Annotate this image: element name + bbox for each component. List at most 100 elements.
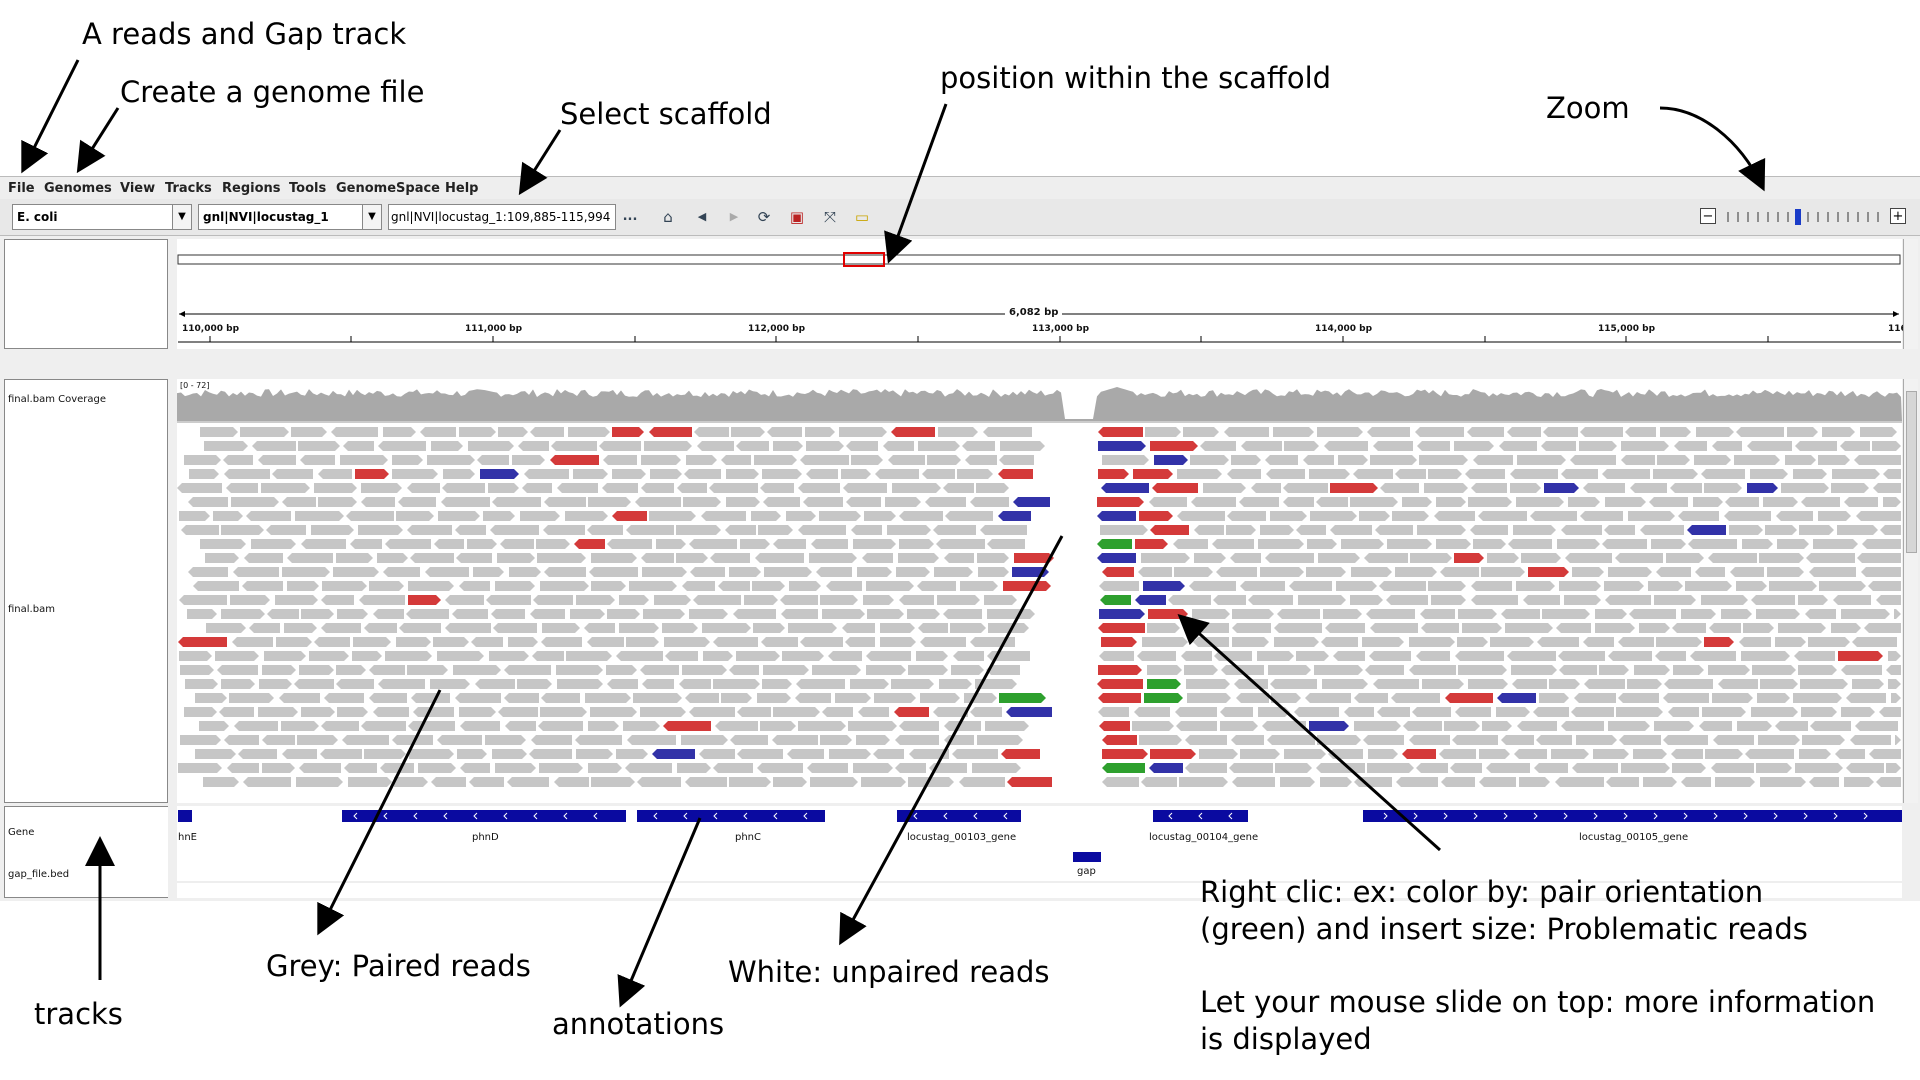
read-alignment[interactable] bbox=[1098, 623, 1145, 633]
read-alignment[interactable] bbox=[1260, 525, 1294, 535]
read-alignment[interactable] bbox=[300, 455, 335, 465]
read-alignment[interactable] bbox=[337, 707, 368, 717]
read-alignment[interactable] bbox=[962, 441, 995, 451]
read-alignment[interactable] bbox=[1410, 553, 1452, 563]
read-alignment[interactable] bbox=[1805, 609, 1836, 619]
read-alignment[interactable] bbox=[1338, 455, 1368, 465]
read-alignment[interactable] bbox=[654, 595, 691, 605]
read-alignment[interactable] bbox=[866, 665, 906, 675]
read-alignment[interactable] bbox=[625, 763, 672, 773]
read-alignment[interactable] bbox=[943, 609, 982, 619]
read-alignment[interactable] bbox=[1487, 553, 1519, 563]
read-alignment[interactable] bbox=[1724, 511, 1771, 521]
read-alignment[interactable] bbox=[939, 679, 972, 689]
read-alignment[interactable] bbox=[715, 721, 758, 731]
read-alignment[interactable] bbox=[587, 525, 623, 535]
read-alignment[interactable] bbox=[780, 595, 818, 605]
read-alignment[interactable] bbox=[504, 665, 551, 675]
read-alignment[interactable] bbox=[744, 595, 778, 605]
read-alignment[interactable] bbox=[987, 539, 1025, 549]
read-alignment[interactable] bbox=[944, 553, 974, 563]
read-alignment[interactable] bbox=[385, 651, 432, 661]
read-alignment[interactable] bbox=[1174, 567, 1213, 577]
read-alignment[interactable] bbox=[644, 441, 692, 451]
read-alignment[interactable] bbox=[1530, 511, 1577, 521]
read-alignment[interactable] bbox=[690, 567, 725, 577]
read-alignment[interactable] bbox=[1284, 749, 1326, 759]
read-alignment[interactable] bbox=[918, 441, 960, 451]
read-alignment[interactable] bbox=[425, 567, 469, 577]
read-alignment[interactable] bbox=[927, 455, 961, 465]
read-alignment[interactable] bbox=[1275, 763, 1312, 773]
read-alignment[interactable] bbox=[1809, 567, 1856, 577]
read-alignment[interactable] bbox=[504, 693, 539, 703]
read-alignment[interactable] bbox=[1417, 441, 1450, 451]
read-alignment[interactable] bbox=[1468, 497, 1512, 507]
read-alignment[interactable] bbox=[1709, 623, 1741, 633]
read-alignment[interactable] bbox=[1322, 679, 1368, 689]
read-alignment[interactable] bbox=[1625, 427, 1656, 437]
read-alignment[interactable] bbox=[1457, 637, 1488, 647]
read-alignment[interactable] bbox=[753, 623, 785, 633]
read-alignment[interactable] bbox=[1097, 539, 1132, 549]
read-alignment[interactable] bbox=[1137, 651, 1176, 661]
read-alignment[interactable] bbox=[1752, 665, 1796, 675]
read-alignment[interactable] bbox=[1135, 539, 1168, 549]
read-alignment[interactable] bbox=[485, 735, 526, 745]
read-alignment[interactable] bbox=[891, 679, 934, 689]
read-alignment[interactable] bbox=[1793, 469, 1827, 479]
read-alignment[interactable] bbox=[702, 623, 751, 633]
read-alignment[interactable] bbox=[676, 553, 708, 563]
read-alignment[interactable] bbox=[1813, 539, 1858, 549]
read-alignment[interactable] bbox=[344, 763, 377, 773]
read-alignment[interactable] bbox=[1310, 511, 1357, 521]
read-alignment[interactable] bbox=[851, 455, 883, 465]
read-alignment[interactable] bbox=[822, 609, 865, 619]
read-alignment[interactable] bbox=[612, 469, 646, 479]
read-alignment[interactable] bbox=[1534, 763, 1568, 773]
read-alignment[interactable] bbox=[205, 553, 239, 563]
read-alignment[interactable] bbox=[1701, 595, 1748, 605]
read-alignment[interactable] bbox=[689, 707, 735, 717]
read-alignment[interactable] bbox=[295, 511, 344, 521]
read-alignment[interactable] bbox=[725, 525, 756, 535]
read-alignment[interactable] bbox=[1354, 721, 1401, 731]
read-alignment[interactable] bbox=[533, 595, 573, 605]
read-alignment[interactable] bbox=[1663, 693, 1709, 703]
read-alignment[interactable] bbox=[798, 483, 840, 493]
read-alignment[interactable] bbox=[570, 609, 605, 619]
read-alignment[interactable] bbox=[538, 721, 583, 731]
read-alignment[interactable] bbox=[933, 707, 968, 717]
read-alignment[interactable] bbox=[1190, 455, 1229, 465]
read-alignment[interactable] bbox=[353, 637, 391, 647]
read-alignment[interactable] bbox=[1809, 777, 1839, 787]
read-alignment[interactable] bbox=[1767, 567, 1804, 577]
read-alignment[interactable] bbox=[378, 679, 425, 689]
read-alignment[interactable] bbox=[177, 483, 222, 493]
read-alignment[interactable] bbox=[1283, 497, 1314, 507]
popup-icon[interactable]: ▭ bbox=[854, 208, 870, 226]
read-alignment[interactable] bbox=[1512, 679, 1547, 689]
read-alignment[interactable] bbox=[822, 707, 853, 717]
read-alignment[interactable] bbox=[1759, 553, 1804, 563]
read-alignment[interactable] bbox=[1536, 735, 1572, 745]
read-alignment[interactable] bbox=[541, 637, 582, 647]
read-alignment[interactable] bbox=[773, 441, 803, 451]
read-alignment[interactable] bbox=[206, 623, 246, 633]
read-alignment[interactable] bbox=[1656, 567, 1691, 577]
read-alignment[interactable] bbox=[498, 707, 538, 717]
read-alignment[interactable] bbox=[1736, 581, 1767, 591]
read-alignment[interactable] bbox=[1561, 721, 1604, 731]
read-alignment[interactable] bbox=[1657, 455, 1690, 465]
read-alignment[interactable] bbox=[1270, 511, 1307, 521]
read-alignment[interactable] bbox=[1232, 777, 1275, 787]
read-alignment[interactable] bbox=[180, 665, 214, 675]
read-alignment[interactable] bbox=[509, 567, 541, 577]
read-alignment[interactable] bbox=[1795, 763, 1843, 773]
read-alignment[interactable] bbox=[1556, 623, 1591, 633]
read-alignment[interactable] bbox=[1760, 679, 1798, 689]
read-alignment[interactable] bbox=[842, 623, 875, 633]
read-alignment[interactable] bbox=[178, 637, 227, 647]
read-alignment[interactable] bbox=[185, 679, 218, 689]
gap-track-name[interactable]: gap_file.bed bbox=[8, 869, 70, 880]
